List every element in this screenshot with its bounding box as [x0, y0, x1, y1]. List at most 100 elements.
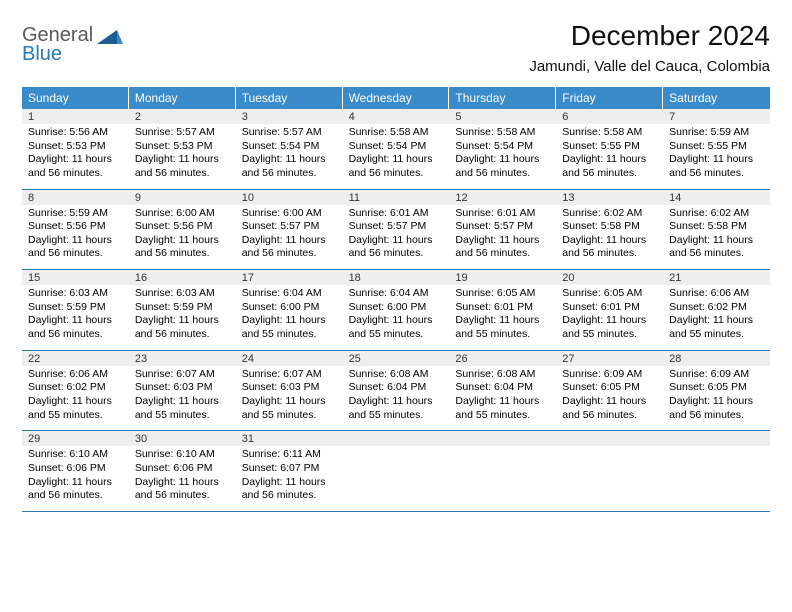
daylight-label-2: and 56 minutes. [455, 167, 550, 181]
day-number-row: 1234567 [22, 109, 770, 124]
day-of-week-cell: Saturday [663, 87, 770, 109]
daylight-label: Daylight: 11 hours [562, 153, 657, 167]
day-cell: Sunrise: 6:02 AMSunset: 5:58 PMDaylight:… [556, 205, 663, 270]
day-number: 10 [236, 190, 343, 205]
day-cell [449, 446, 556, 511]
sunset-label: Sunset: 6:01 PM [562, 301, 657, 315]
sunset-label: Sunset: 6:01 PM [455, 301, 550, 315]
day-number [663, 431, 770, 446]
sunrise-label: Sunrise: 5:57 AM [242, 126, 337, 140]
day-details-row: Sunrise: 5:56 AMSunset: 5:53 PMDaylight:… [22, 124, 770, 189]
sunset-label: Sunset: 5:55 PM [669, 140, 764, 154]
day-cell: Sunrise: 6:10 AMSunset: 6:06 PMDaylight:… [22, 446, 129, 511]
sunset-label: Sunset: 6:04 PM [455, 381, 550, 395]
day-number [556, 431, 663, 446]
daylight-label-2: and 56 minutes. [242, 489, 337, 503]
sunset-label: Sunset: 5:58 PM [562, 220, 657, 234]
day-number-row: 293031 [22, 431, 770, 446]
day-number: 28 [663, 351, 770, 366]
sunrise-label: Sunrise: 6:08 AM [455, 368, 550, 382]
sunrise-label: Sunrise: 6:11 AM [242, 448, 337, 462]
day-number: 30 [129, 431, 236, 446]
sunrise-label: Sunrise: 5:59 AM [28, 207, 123, 221]
day-details-row: Sunrise: 6:03 AMSunset: 5:59 PMDaylight:… [22, 285, 770, 350]
daylight-label-2: and 56 minutes. [669, 167, 764, 181]
week-row: 891011121314Sunrise: 5:59 AMSunset: 5:56… [22, 190, 770, 271]
daylight-label: Daylight: 11 hours [135, 153, 230, 167]
page-title: December 2024 [529, 20, 770, 52]
daylight-label-2: and 56 minutes. [135, 489, 230, 503]
day-number-row: 15161718192021 [22, 270, 770, 285]
day-number: 11 [343, 190, 450, 205]
day-of-week-cell: Tuesday [236, 87, 343, 109]
daylight-label-2: and 55 minutes. [562, 328, 657, 342]
daylight-label-2: and 55 minutes. [242, 409, 337, 423]
daylight-label-2: and 56 minutes. [135, 247, 230, 261]
daylight-label: Daylight: 11 hours [135, 314, 230, 328]
day-of-week-cell: Friday [556, 87, 663, 109]
sunset-label: Sunset: 5:59 PM [135, 301, 230, 315]
day-number: 22 [22, 351, 129, 366]
sunrise-label: Sunrise: 6:00 AM [242, 207, 337, 221]
day-cell: Sunrise: 6:09 AMSunset: 6:05 PMDaylight:… [663, 366, 770, 431]
daylight-label-2: and 56 minutes. [135, 167, 230, 181]
day-number: 2 [129, 109, 236, 124]
day-number: 3 [236, 109, 343, 124]
daylight-label-2: and 56 minutes. [349, 247, 444, 261]
daylight-label-2: and 56 minutes. [562, 247, 657, 261]
sunrise-label: Sunrise: 6:03 AM [135, 287, 230, 301]
daylight-label-2: and 55 minutes. [135, 409, 230, 423]
day-cell: Sunrise: 6:05 AMSunset: 6:01 PMDaylight:… [556, 285, 663, 350]
sunset-label: Sunset: 5:54 PM [242, 140, 337, 154]
day-cell: Sunrise: 6:02 AMSunset: 5:58 PMDaylight:… [663, 205, 770, 270]
day-cell: Sunrise: 6:06 AMSunset: 6:02 PMDaylight:… [22, 366, 129, 431]
day-of-week-cell: Monday [129, 87, 236, 109]
day-number: 5 [449, 109, 556, 124]
sunrise-label: Sunrise: 6:08 AM [349, 368, 444, 382]
daylight-label-2: and 56 minutes. [28, 328, 123, 342]
sunset-label: Sunset: 5:53 PM [135, 140, 230, 154]
location-label: Jamundi, Valle del Cauca, Colombia [529, 58, 770, 75]
sunset-label: Sunset: 6:06 PM [135, 462, 230, 476]
sunset-label: Sunset: 5:54 PM [455, 140, 550, 154]
logo-text: General Blue [22, 26, 93, 64]
day-cell: Sunrise: 6:07 AMSunset: 6:03 PMDaylight:… [236, 366, 343, 431]
day-cell: Sunrise: 6:03 AMSunset: 5:59 PMDaylight:… [22, 285, 129, 350]
day-cell: Sunrise: 6:00 AMSunset: 5:57 PMDaylight:… [236, 205, 343, 270]
sunset-label: Sunset: 6:05 PM [669, 381, 764, 395]
daylight-label: Daylight: 11 hours [28, 153, 123, 167]
day-number-row: 891011121314 [22, 190, 770, 205]
sunrise-label: Sunrise: 5:58 AM [562, 126, 657, 140]
day-cell: Sunrise: 5:56 AMSunset: 5:53 PMDaylight:… [22, 124, 129, 189]
day-number: 9 [129, 190, 236, 205]
daylight-label: Daylight: 11 hours [349, 314, 444, 328]
day-cell: Sunrise: 6:00 AMSunset: 5:56 PMDaylight:… [129, 205, 236, 270]
sunrise-label: Sunrise: 6:04 AM [242, 287, 337, 301]
week-row: 22232425262728Sunrise: 6:06 AMSunset: 6:… [22, 351, 770, 432]
sunset-label: Sunset: 6:06 PM [28, 462, 123, 476]
daylight-label-2: and 56 minutes. [349, 167, 444, 181]
day-number [449, 431, 556, 446]
sunset-label: Sunset: 6:00 PM [242, 301, 337, 315]
day-number: 29 [22, 431, 129, 446]
day-cell: Sunrise: 6:03 AMSunset: 5:59 PMDaylight:… [129, 285, 236, 350]
sunset-label: Sunset: 5:58 PM [669, 220, 764, 234]
daylight-label: Daylight: 11 hours [669, 314, 764, 328]
daylight-label: Daylight: 11 hours [455, 395, 550, 409]
sunset-label: Sunset: 6:05 PM [562, 381, 657, 395]
day-cell: Sunrise: 6:04 AMSunset: 6:00 PMDaylight:… [236, 285, 343, 350]
day-number: 12 [449, 190, 556, 205]
logo-word2: Blue [22, 43, 62, 65]
sunrise-label: Sunrise: 6:10 AM [28, 448, 123, 462]
day-cell: Sunrise: 6:01 AMSunset: 5:57 PMDaylight:… [343, 205, 450, 270]
sunset-label: Sunset: 5:55 PM [562, 140, 657, 154]
daylight-label-2: and 56 minutes. [669, 409, 764, 423]
week-row: 15161718192021Sunrise: 6:03 AMSunset: 5:… [22, 270, 770, 351]
daylight-label: Daylight: 11 hours [349, 153, 444, 167]
daylight-label: Daylight: 11 hours [455, 234, 550, 248]
day-cell: Sunrise: 5:58 AMSunset: 5:55 PMDaylight:… [556, 124, 663, 189]
daylight-label-2: and 56 minutes. [242, 247, 337, 261]
daylight-label: Daylight: 11 hours [669, 234, 764, 248]
daylight-label: Daylight: 11 hours [28, 476, 123, 490]
day-number: 21 [663, 270, 770, 285]
